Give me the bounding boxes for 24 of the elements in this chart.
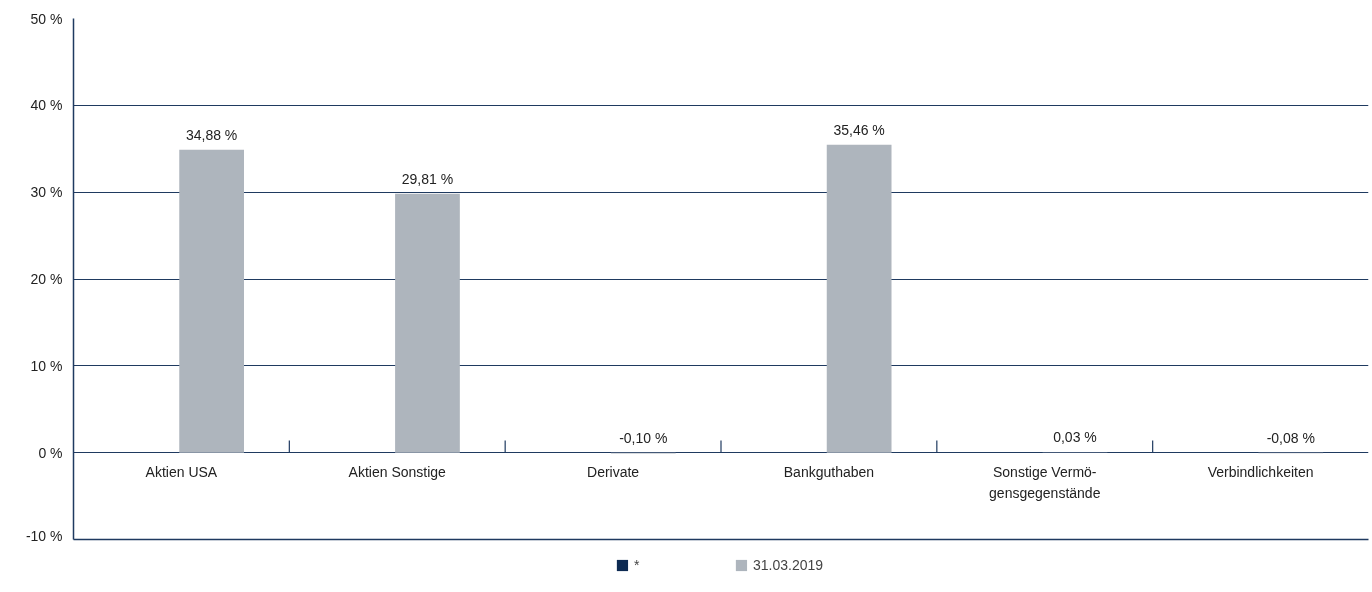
x-tick-label: Verbindlichkeiten: [1207, 463, 1314, 480]
data-label: 34,88 %: [185, 126, 238, 143]
bar: [179, 149, 245, 453]
y-tick-label: -10 %: [25, 527, 63, 544]
data-label: -0,08 %: [1266, 429, 1315, 446]
bar: [395, 193, 460, 453]
data-label: -0,10 %: [619, 429, 668, 446]
legend-label: *: [633, 557, 641, 573]
y-tick-label: 40 %: [30, 97, 63, 114]
y-tick-label: 30 %: [30, 184, 63, 201]
x-tick-label: Aktien Sonstige: [348, 463, 447, 480]
x-tick-label: Derivate: [587, 463, 640, 480]
x-tick-label: Aktien USA: [145, 463, 218, 480]
x-tick-label: Sonstige Vermö- gensgegenstände: [989, 463, 1101, 501]
y-tick-label: 10 %: [30, 357, 63, 374]
y-tick-label: 20 %: [30, 271, 63, 287]
data-label: 0,03 %: [1053, 429, 1097, 446]
y-tick-label: 50 %: [30, 10, 63, 27]
y-tick-label: 0 %: [38, 444, 63, 461]
bar: [826, 144, 892, 453]
data-label: 35,46 %: [833, 121, 885, 138]
legend-label: 31.03.2019: [752, 557, 824, 573]
data-label: 29,81 %: [401, 170, 454, 187]
x-tick-label: Bankguthaben: [783, 463, 875, 480]
